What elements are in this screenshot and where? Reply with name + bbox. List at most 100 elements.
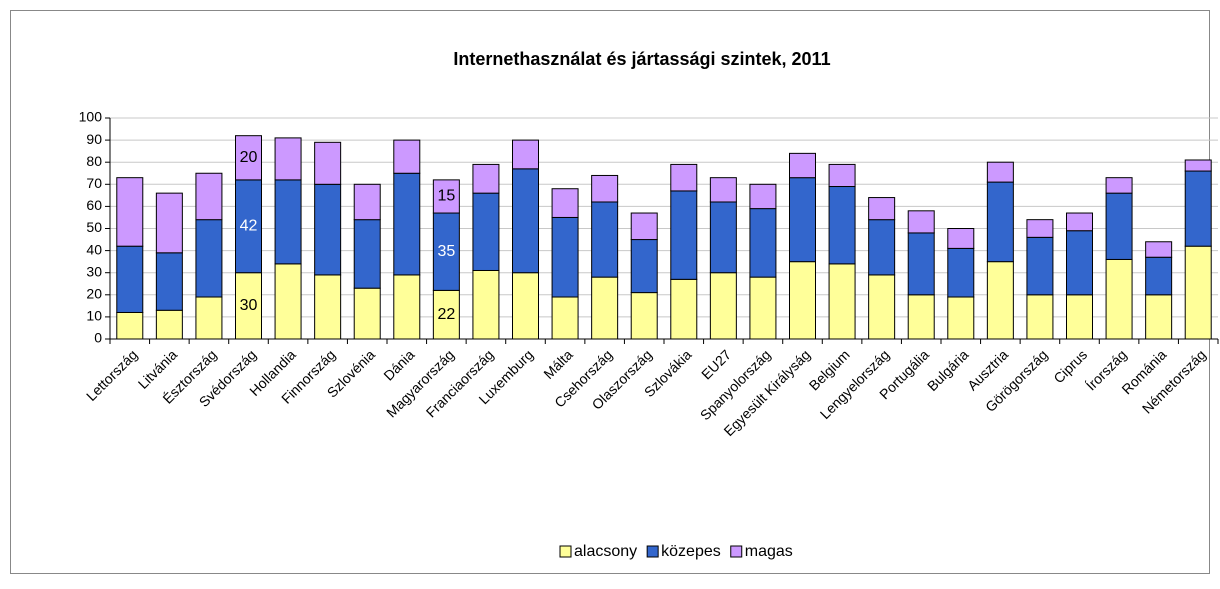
bar-segment [828, 163, 856, 188]
bar-segment [472, 269, 500, 340]
bar-segment [1105, 192, 1133, 260]
y-tick-label: 50 [86, 219, 102, 235]
bar-segment [353, 287, 381, 340]
bar-segment [274, 137, 302, 181]
bar-segment [709, 201, 737, 274]
bar-segment [155, 309, 183, 340]
y-tick-label: 20 [86, 286, 102, 302]
bar-segment [947, 296, 975, 340]
bar-segment [353, 219, 381, 289]
bar-segment [749, 183, 777, 210]
y-tick-label: 80 [86, 153, 102, 169]
bar-segment [907, 294, 935, 340]
bar-segment [551, 188, 579, 218]
bar-segment [1026, 219, 1054, 238]
bar-segment [432, 212, 460, 291]
data-label: 30 [240, 297, 258, 314]
bar-segment [749, 208, 777, 278]
y-tick-label: 10 [86, 308, 102, 324]
bar-segment [1184, 159, 1212, 172]
legend-label: közepes [661, 543, 721, 560]
bar-segment [1105, 177, 1133, 194]
legend-label: magas [745, 543, 793, 560]
bar-segment [195, 296, 223, 340]
data-label: 42 [240, 218, 258, 235]
bar-segment [789, 261, 816, 340]
bar-segment [314, 183, 342, 276]
bar-segment [1026, 236, 1054, 296]
bar-segment [828, 263, 856, 340]
chart-title: Internethasználat és jártassági szintek,… [453, 49, 830, 69]
bar-segment [195, 172, 223, 221]
y-tick-label: 70 [86, 175, 102, 191]
bar-segment [1026, 294, 1054, 340]
bar-segment [314, 274, 342, 340]
bar-segment [986, 261, 1014, 340]
legend-swatch [646, 545, 659, 558]
bar-segment [789, 152, 816, 179]
bar-segment [630, 292, 658, 340]
bar-segment [907, 232, 935, 296]
y-tick-label: 30 [86, 263, 102, 279]
bar-segment [670, 278, 698, 340]
bar-segment [591, 174, 619, 203]
bar-segment [155, 192, 183, 254]
bar-segment [591, 201, 619, 278]
bar-segment [986, 161, 1014, 183]
data-label: 35 [437, 243, 455, 260]
bar-segment [393, 274, 421, 340]
bar-segment [1145, 294, 1173, 340]
bar-segment [709, 177, 737, 203]
bar-segment [432, 179, 460, 214]
bar-segment [670, 190, 698, 280]
bar-segment [1105, 258, 1133, 340]
bar-segment [472, 192, 500, 271]
bar-segment [512, 139, 539, 170]
bar-segment [749, 276, 777, 340]
bar-segment [353, 183, 381, 221]
bar-segment [630, 212, 658, 241]
bar-segment [1066, 230, 1093, 296]
bar-segment [670, 163, 698, 192]
y-tick-label: 40 [86, 241, 102, 257]
bar-segment [868, 197, 896, 221]
bar-segment [155, 252, 183, 311]
bar-segment [116, 177, 144, 247]
y-tick-label: 0 [94, 330, 102, 346]
bar-segment [1184, 245, 1212, 340]
y-tick-label: 90 [86, 131, 102, 147]
y-tick-label: 60 [86, 197, 102, 213]
bar-segment [709, 272, 737, 340]
bar-segment [472, 163, 500, 194]
legend-label: alacsony [574, 543, 637, 560]
bar-segment [195, 219, 223, 298]
bar-segment [947, 247, 975, 298]
bar-segment [591, 276, 619, 340]
bar-segment [868, 274, 896, 340]
bar-segment [1145, 241, 1173, 258]
bar-segment [393, 172, 421, 276]
legend-swatch [559, 545, 572, 558]
bar-segment [907, 210, 935, 234]
bar-segment [116, 245, 144, 313]
data-label: 22 [437, 306, 455, 323]
bar-segment [512, 168, 539, 274]
y-tick-label: 100 [79, 109, 103, 125]
bar-segment [828, 186, 856, 265]
bar-segment [986, 181, 1014, 263]
bar-segment [235, 135, 262, 181]
bar-segment [789, 177, 816, 263]
bar-segment [274, 179, 302, 265]
bar-segment [630, 239, 658, 294]
bar-segment [274, 263, 302, 340]
bar-segment [1145, 256, 1173, 296]
bar-segment [551, 216, 579, 298]
bar-segment [1066, 294, 1093, 340]
bar-segment [512, 272, 539, 340]
data-label: 20 [240, 149, 258, 166]
bar-segment [1184, 170, 1212, 247]
legend-swatch [730, 545, 743, 558]
bar-segment [947, 228, 975, 249]
bar-segment [314, 141, 342, 185]
